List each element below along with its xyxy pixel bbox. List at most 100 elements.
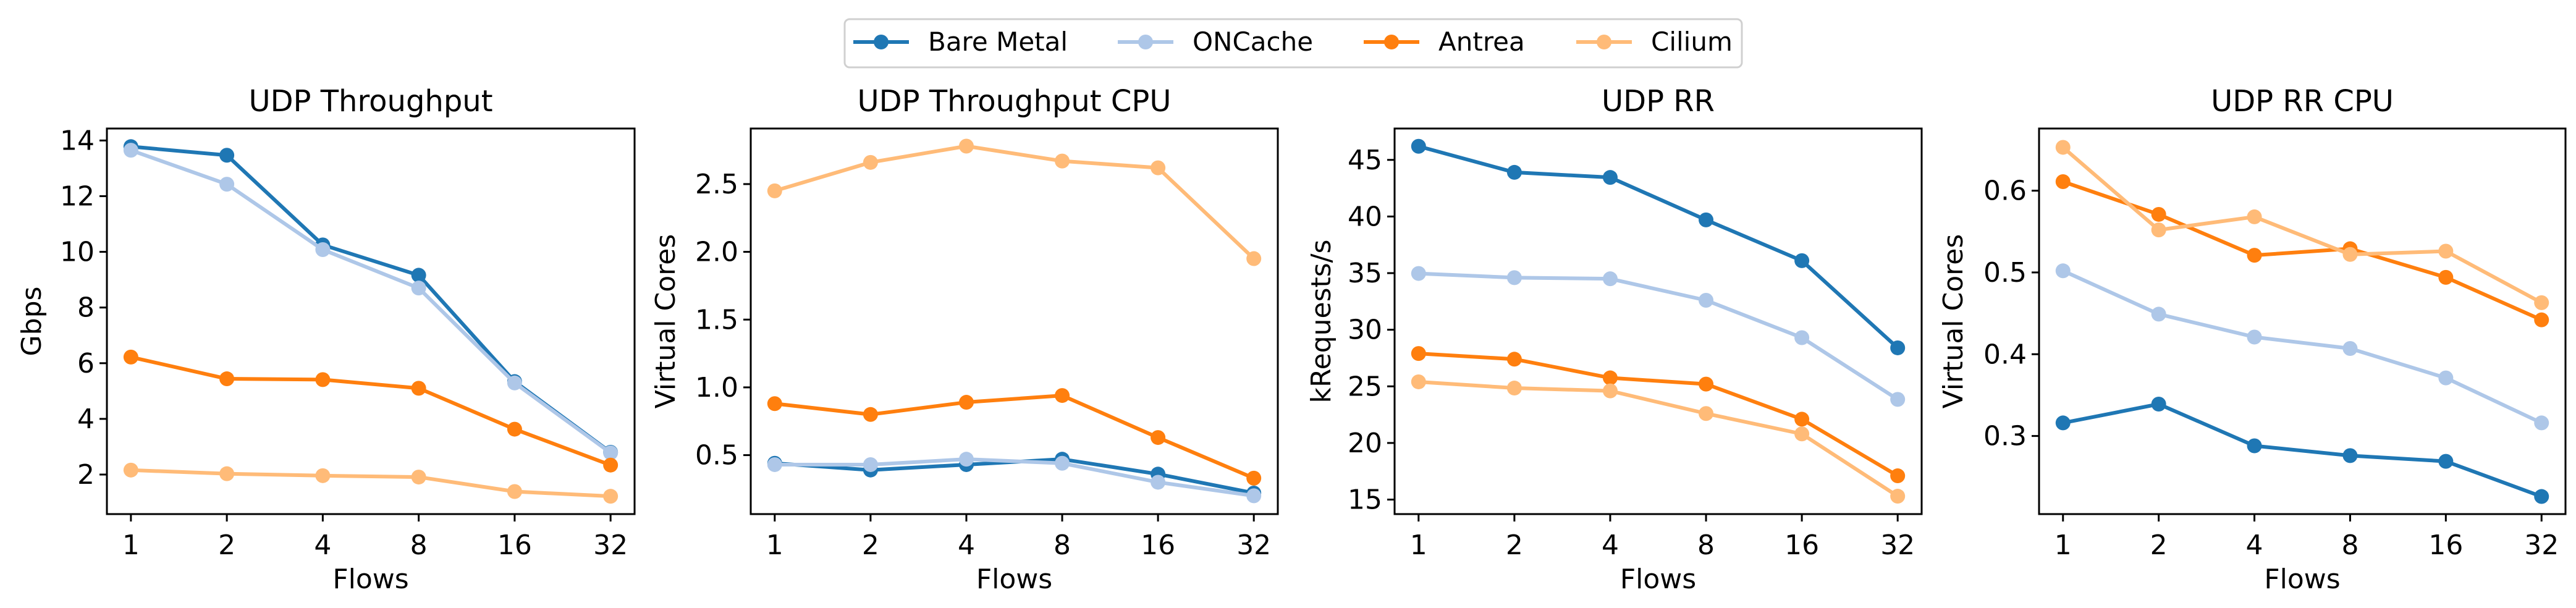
x-tick-label: 1 [766, 530, 783, 561]
y-tick-label: 4 [77, 403, 95, 435]
data-point [1506, 381, 1522, 396]
x-tick-label: 2 [2150, 530, 2168, 561]
data-point [2055, 140, 2071, 155]
y-axis-label: Gbps [16, 287, 48, 357]
data-point [219, 177, 235, 192]
x-tick-label: 4 [958, 530, 975, 561]
x-tick-label: 1 [2054, 530, 2072, 561]
data-point [411, 381, 426, 396]
data-point [2342, 341, 2358, 357]
data-point [1055, 455, 1070, 471]
legend-marker [1138, 35, 1153, 49]
data-point [2438, 269, 2454, 285]
y-tick-label: 0.4 [1983, 339, 2027, 370]
axes-frame [750, 127, 1279, 515]
data-point [411, 281, 426, 296]
x-tick-label: 32 [593, 530, 628, 561]
y-tick-label: 0.5 [695, 440, 738, 471]
x-tick-label: 16 [497, 530, 532, 561]
series-oncache [2055, 263, 2549, 431]
data-point [1411, 374, 1426, 389]
data-point [1890, 468, 1906, 484]
data-point [1602, 370, 1618, 386]
y-tick-label: 35 [1348, 258, 1382, 289]
y-tick-label: 20 [1348, 428, 1382, 459]
subplot-title: UDP RR [1602, 84, 1715, 119]
subplot-3: UDP RR 1 2 4 8 16 32 15 20 25 30 35 40 45 Flows kReques… [1306, 84, 1923, 595]
x-tick-label: 16 [2428, 530, 2463, 561]
data-point [1246, 251, 1262, 266]
series-bare-metal [1411, 138, 1906, 355]
subplot-title: UDP Throughput CPU [858, 84, 1172, 119]
data-point [1794, 412, 1810, 427]
data-point [315, 372, 331, 387]
y-axis-label: kRequests/s [1306, 240, 1337, 403]
data-point [2151, 396, 2166, 412]
x-tick-label: 8 [1054, 530, 1071, 561]
data-point [1506, 164, 1522, 180]
legend-marker [1384, 35, 1399, 49]
data-point [219, 148, 235, 163]
y-tick-label: 6 [77, 348, 95, 379]
y-tick-label: 2 [77, 459, 95, 491]
y-axis-label: Virtual Cores [1938, 234, 1969, 409]
y-tick-label: 10 [60, 237, 95, 268]
data-point [767, 457, 782, 472]
series-oncache [1411, 266, 1906, 407]
series-line [1418, 144, 1899, 350]
legend-marker [874, 35, 889, 49]
data-point [958, 395, 974, 410]
data-point [1602, 170, 1618, 185]
data-point [1890, 489, 1906, 504]
x-tick-label: 8 [1697, 530, 1715, 561]
data-point [603, 445, 619, 460]
data-point [1411, 346, 1426, 361]
series-line [130, 355, 612, 467]
data-point [1794, 330, 1810, 345]
legend-entry-antrea: Antrea [1364, 27, 1525, 57]
data-point [1699, 293, 1714, 308]
data-point [1246, 470, 1262, 486]
data-point [123, 143, 138, 158]
series-antrea [1411, 346, 1906, 484]
data-point [2438, 454, 2454, 469]
data-point [507, 375, 522, 391]
data-point [219, 466, 235, 481]
data-point [123, 349, 138, 365]
data-point [2534, 415, 2549, 431]
data-point [958, 452, 974, 467]
legend-entry-cilium: Cilium [1576, 27, 1733, 57]
data-point [2438, 243, 2454, 259]
y-tick-label: 2.0 [695, 237, 738, 268]
series-cilium [2055, 140, 2549, 310]
series-bare-metal [2055, 396, 2549, 504]
series-cilium [1411, 374, 1906, 504]
legend-entry-bare-metal: Bare Metal [853, 27, 1068, 57]
data-point [411, 470, 426, 485]
data-point [2247, 438, 2262, 454]
y-tick-label: 1.5 [695, 304, 738, 336]
data-point [958, 138, 974, 154]
y-tick-label: 2.5 [695, 169, 738, 200]
data-point [2151, 222, 2166, 238]
data-point [1699, 406, 1714, 421]
y-tick-label: 15 [1348, 484, 1382, 516]
x-tick-label: 2 [1506, 530, 1523, 561]
data-point [2534, 312, 2549, 327]
x-axis-label: Flows [1620, 564, 1696, 595]
series-bare-metal [767, 452, 1262, 501]
data-point [1794, 426, 1810, 442]
y-tick-label: 0.6 [1983, 175, 2027, 207]
data-point [2055, 415, 2071, 431]
legend-entry-oncache: ONCache [1118, 27, 1313, 57]
series-antrea [123, 349, 619, 473]
y-tick-label: 0.3 [1983, 421, 2027, 452]
data-point [1699, 376, 1714, 392]
data-point [1602, 271, 1618, 287]
y-tick-label: 1.0 [695, 372, 738, 403]
x-axis-label: Flows [976, 564, 1052, 595]
data-point [1411, 266, 1426, 281]
